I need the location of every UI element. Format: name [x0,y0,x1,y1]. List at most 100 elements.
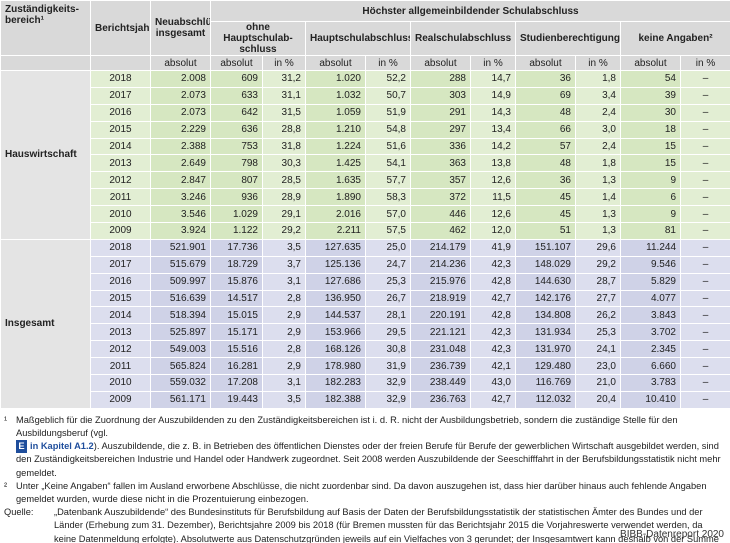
table-cell: 2,8 [262,289,306,308]
table-cell: 168.126 [305,340,366,359]
table-row: Insgesamt 2018 521.901 17.736 3,5 127.635 25,0… [0,238,730,409]
table-cell: 2014 [90,137,151,156]
table-cell: 42,3 [470,340,516,359]
table-cell: 3,5 [262,390,306,409]
table-cell: 14,2 [470,137,516,156]
table-row: 2012 549.003 15.516 2,8 168.126 30,8 231.048 42… [1,340,730,359]
table-cell: 2,9 [262,306,306,325]
table-row: 2010 559.032 17.208 3,1 182.283 32,9 238.449 43… [1,374,730,392]
header-cell: Studienberechtigung [515,21,621,56]
table-cell: 462 [410,222,471,240]
table-row: 2013 2.649 798 30,3 1.425 54,1 363 13,8 48 1,8 15– [1,154,730,173]
table-cell: 291 [410,103,471,122]
table-cell: 2,4 [575,103,621,122]
link[interactable]: in Kapitel A1.2 [30,441,94,452]
table-cell: 51 [515,222,576,240]
table-cell: 2012 [90,340,151,359]
table-row: 2013 525.897 15.171 2,9 153.966 29,5 221.121 42… [1,323,730,342]
table-cell: 2009 [90,222,151,240]
table-cell: 1.032 [305,86,366,105]
table-cell: 2016 [90,272,151,291]
table-cell: – [679,374,730,392]
table-cell: 2016 [90,103,151,122]
table-cell: 15 [620,154,681,173]
table-cell: 31,1 [262,86,306,105]
table-row: 2014 518.394 15.015 2,9 144.537 28,1 220.191 42… [1,306,730,325]
table-cell: – [679,103,730,122]
table-cell: 1,4 [575,188,621,207]
table-cell: 6.660 [620,357,681,376]
table-cell: 54 [620,70,681,88]
table-cell: 29,5 [365,323,411,342]
table-cell: 565.824 [150,357,211,376]
footnotes: ¹ Maßgeblich für die Zuordnung der Auszu… [0,409,726,543]
table-cell: 129.480 [515,357,576,376]
header-cell: absolut [150,55,211,71]
table-cell: 48 [515,154,576,173]
table-cell: 753 [210,137,263,156]
footnote-marker: ² [4,480,8,491]
table-cell: – [679,86,730,105]
table-cell: 2.073 [150,86,211,105]
table-cell: 3.546 [150,205,211,224]
table-cell: 525.897 [150,323,211,342]
table-cell: 43,0 [470,374,516,392]
table-cell: 1,3 [575,222,621,240]
footnote-marker: ¹ [4,414,8,425]
table-cell: 28,5 [262,171,306,190]
table-cell: 29,6 [575,238,621,257]
table-cell: 50,7 [365,86,411,105]
table-cell: 3.924 [150,222,211,240]
table-cell: – [679,357,730,376]
table-cell: 609 [210,70,263,88]
table-cell: 1.020 [305,70,366,88]
table-cell: 9 [620,171,681,190]
table-cell: 125.136 [305,255,366,274]
table-cell: 2.847 [150,171,211,190]
table-cell: 31,8 [262,137,306,156]
table-cell: 27,7 [575,289,621,308]
table-cell: 26,7 [365,289,411,308]
table-cell: 1.224 [305,137,366,156]
table-cell: 42,8 [470,306,516,325]
table-cell: 21,0 [575,374,621,392]
table-cell: 17.208 [210,374,263,392]
table-cell: – [679,70,730,88]
table-cell: 18.729 [210,255,263,274]
table-cell: 131.934 [515,323,576,342]
brand: BIBB-Datenreport 2020 [620,529,724,540]
table-cell: 11.244 [620,238,681,257]
table-cell: 218.919 [410,289,471,308]
table-cell: 2.229 [150,120,211,139]
table-cell: 12,6 [470,205,516,224]
header-cell: Höchster allgemeinbildender Schulabschlu… [209,0,730,22]
table-cell: 214.236 [410,255,471,274]
table-cell: 521.901 [150,238,211,257]
table-cell: 509.997 [150,272,211,291]
table-cell: – [679,390,730,409]
table-cell: 2.345 [620,340,681,359]
table-cell: 297 [410,120,471,139]
table-cell: 31,9 [365,357,411,376]
table-cell: 446 [410,205,471,224]
table-cell: 2.211 [305,222,366,240]
table-cell: 29,1 [262,205,306,224]
table-row: 2011 565.824 16.281 2,9 178.980 31,9 236.739 42… [1,357,730,376]
text: Maßgeblich für die Zuordnung der Auszubi… [16,414,678,439]
table-cell: 42,1 [470,357,516,376]
footnote-text: Maßgeblich für die Zuordnung der Auszubi… [16,414,726,480]
table-cell: 807 [210,171,263,190]
table-cell: 220.191 [410,306,471,325]
table-cell: 636 [210,120,263,139]
header-cell: Berichtsjahr [90,0,151,56]
header-cell: Realschulabschluss [410,21,516,56]
table-cell: 4.077 [620,289,681,308]
table-cell: 15.876 [210,272,263,291]
table-cell: 3.843 [620,306,681,325]
header-cell: in % [470,55,516,71]
table-cell: 231.048 [410,340,471,359]
table-cell: – [679,171,730,190]
table-cell: 25,0 [365,238,411,257]
table-cell: – [679,255,730,274]
